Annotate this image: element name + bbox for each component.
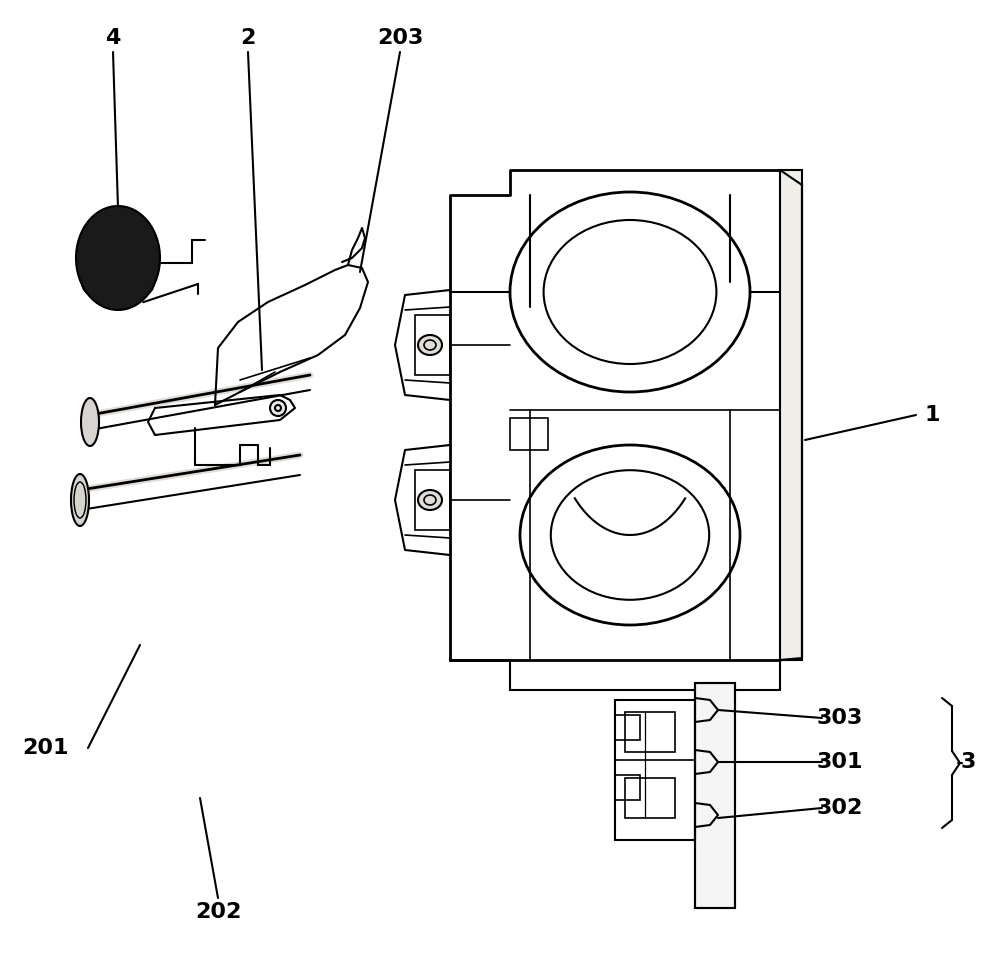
Ellipse shape [82, 266, 154, 302]
Bar [695, 683, 735, 908]
Text: 1: 1 [924, 405, 940, 425]
Text: 201: 201 [22, 738, 68, 758]
Ellipse shape [418, 490, 442, 510]
Bar [615, 715, 640, 740]
Text: 303: 303 [817, 708, 863, 728]
Text: 3: 3 [960, 752, 976, 772]
Bar [625, 778, 675, 818]
Bar [415, 470, 450, 530]
Bar [615, 775, 640, 800]
Bar [415, 315, 450, 375]
Text: 301: 301 [817, 752, 863, 772]
Text: 302: 302 [817, 798, 863, 818]
Text: 2: 2 [240, 28, 256, 48]
Bar [615, 700, 695, 840]
Bar [625, 712, 675, 752]
Ellipse shape [71, 474, 89, 526]
Text: 203: 203 [377, 28, 423, 48]
Ellipse shape [270, 400, 286, 416]
Ellipse shape [76, 206, 160, 310]
Bar [510, 418, 548, 450]
Text: 202: 202 [195, 902, 241, 922]
Ellipse shape [81, 398, 99, 446]
Bar [780, 170, 802, 660]
Bar [695, 683, 735, 908]
Ellipse shape [418, 335, 442, 355]
Text: 4: 4 [105, 28, 121, 48]
